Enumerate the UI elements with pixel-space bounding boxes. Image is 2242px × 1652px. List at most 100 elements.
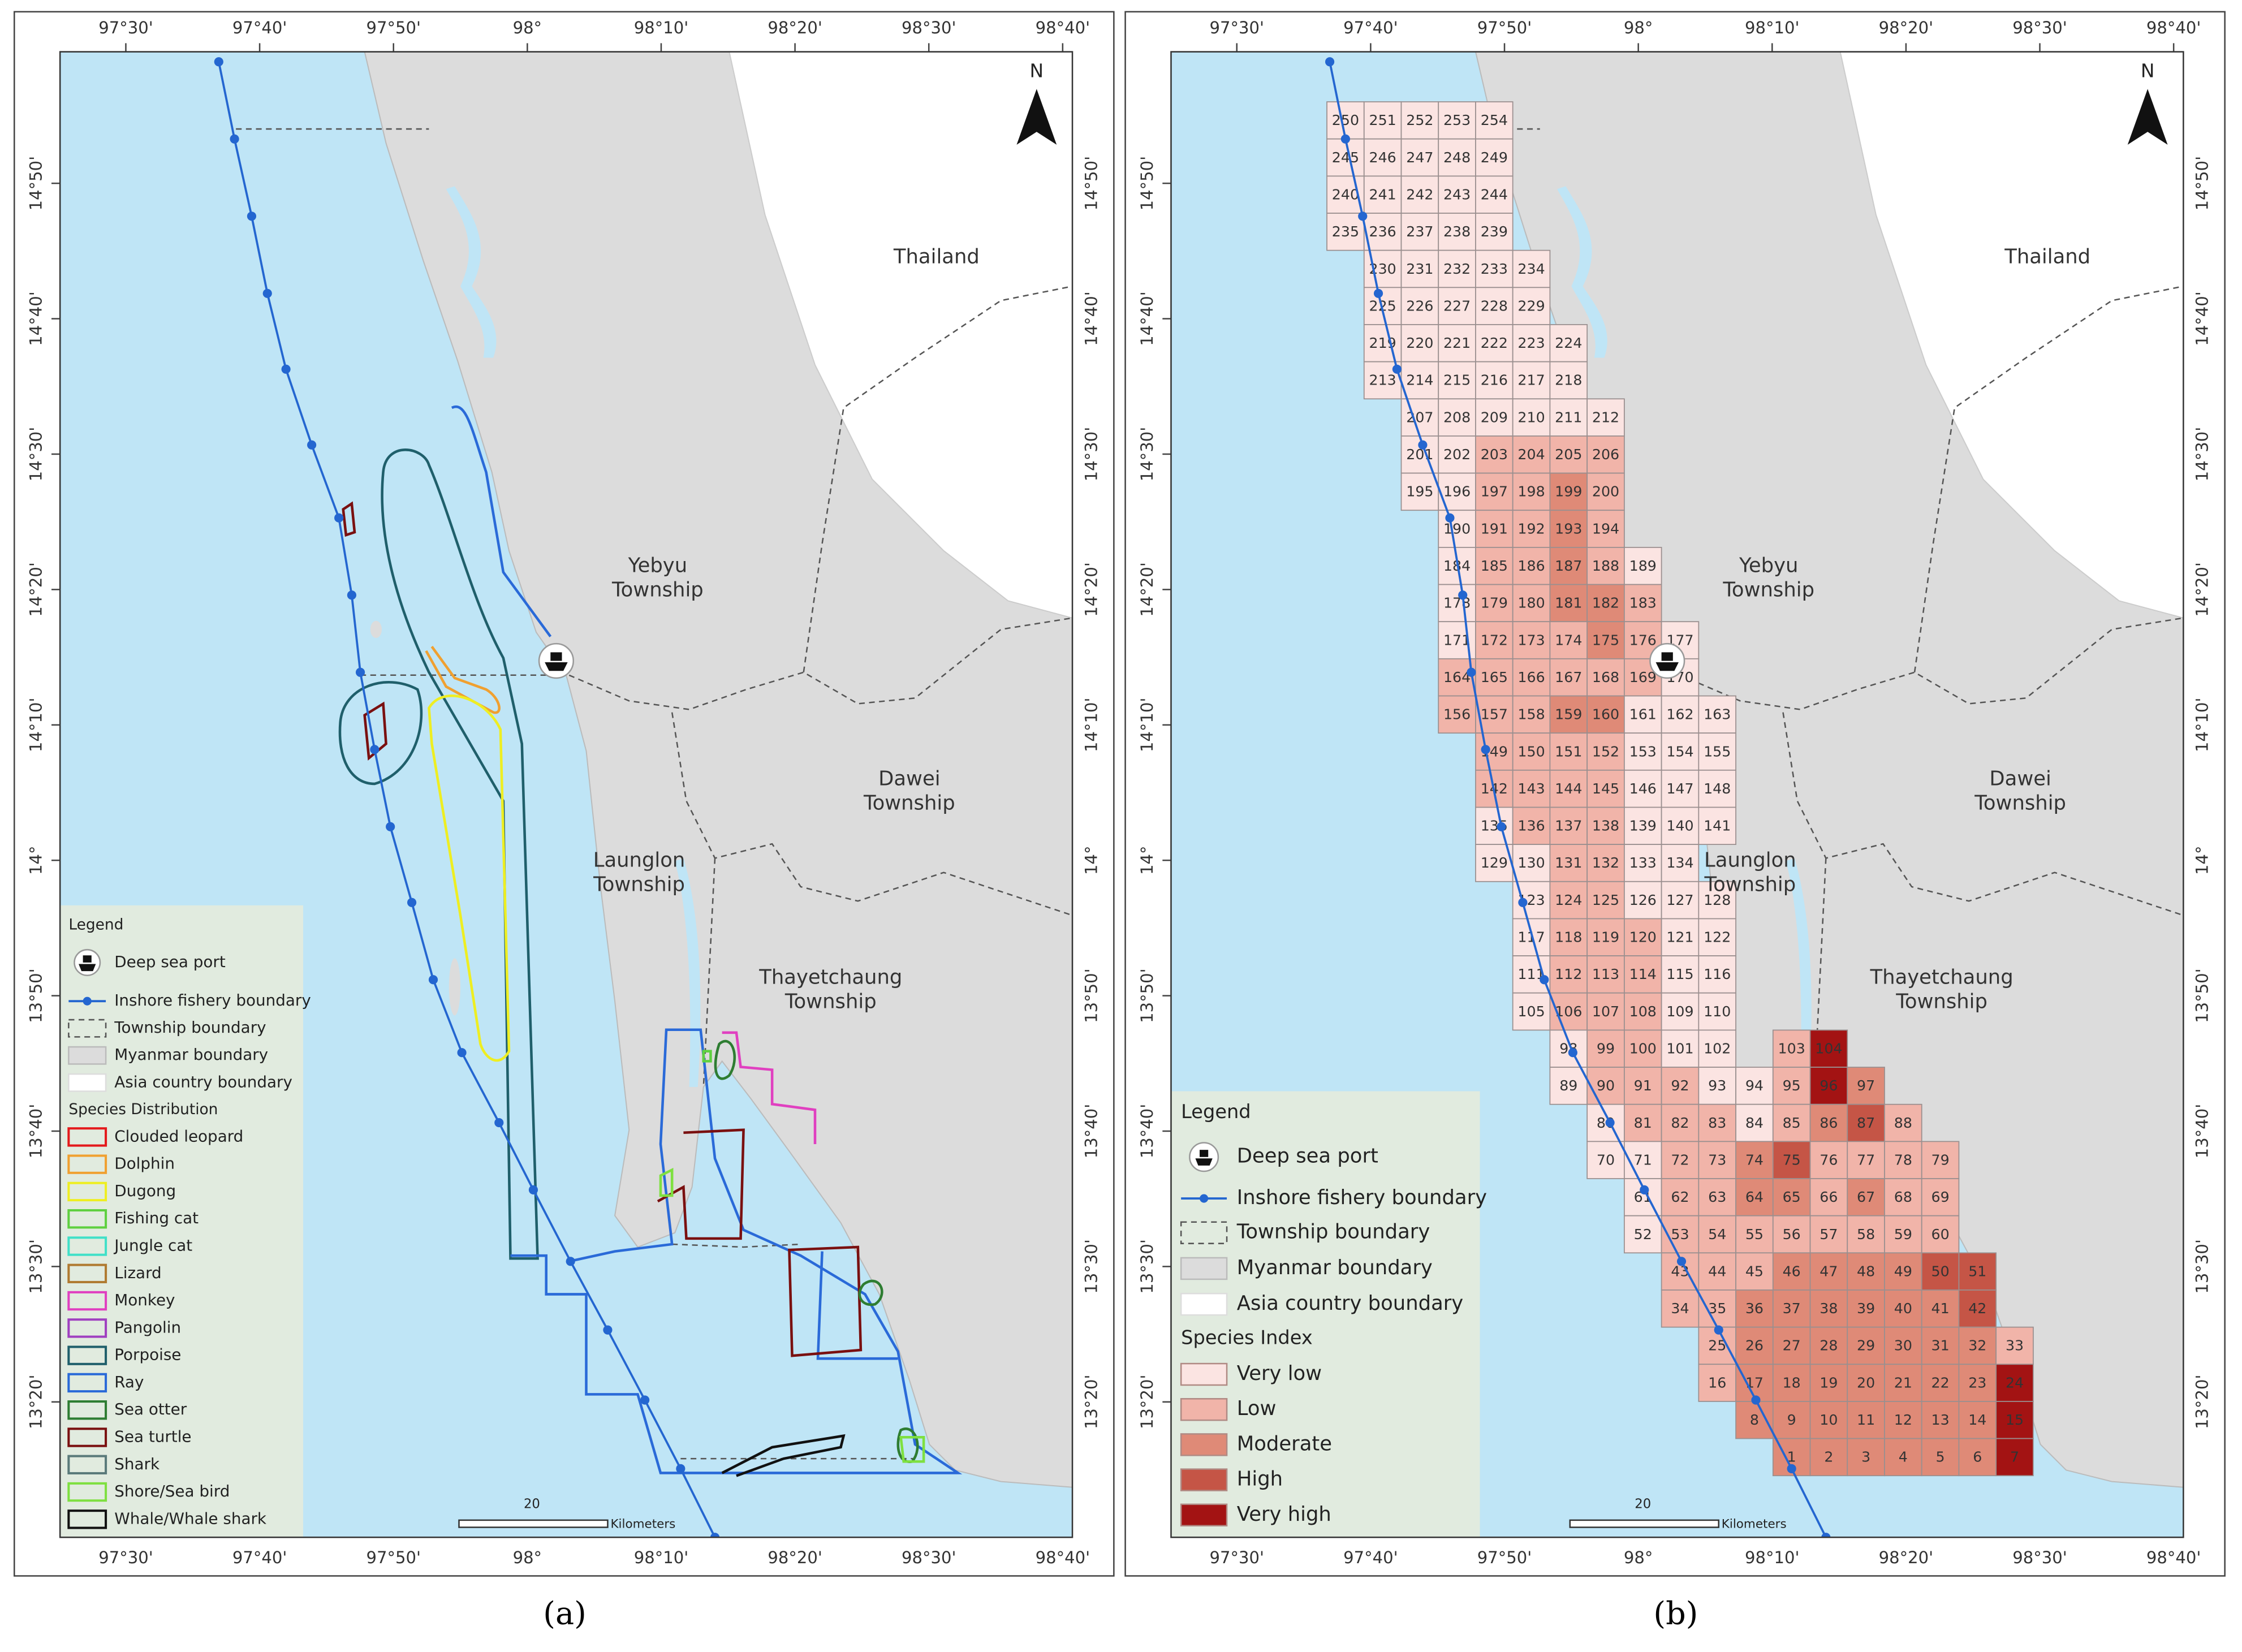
cell-label: 246: [1369, 149, 1396, 166]
grid-cell: [1921, 1141, 1960, 1179]
lon-label: 97°40': [1343, 18, 1398, 37]
cell-label: 193: [1555, 520, 1582, 537]
lon-label: 97°30': [1210, 1548, 1264, 1567]
lat-label: 14°20': [1081, 562, 1101, 616]
grid-cell: [1438, 287, 1476, 325]
scale-label: 20: [1635, 1497, 1651, 1512]
grid-cell: [1995, 1401, 2034, 1439]
cell-label: 134: [1666, 855, 1693, 871]
cell-label: 103: [1778, 1041, 1805, 1057]
grid-cell: [1847, 1141, 1885, 1179]
cell-label: 87: [1857, 1115, 1875, 1131]
lat-label: 13°20': [1137, 1375, 1157, 1429]
fishery-point: [407, 898, 417, 907]
grid-cell: [1586, 658, 1625, 697]
fishery-point: [1392, 364, 1402, 374]
cell-label: 91: [1634, 1077, 1652, 1094]
fishery-point: [1325, 57, 1335, 67]
fishery-point: [262, 288, 272, 298]
grid-cell: [1586, 435, 1625, 474]
cell-label: 92: [1671, 1077, 1689, 1094]
legend-item: Asia country boundary: [1237, 1292, 1463, 1315]
grid-cell: [1400, 398, 1439, 437]
lat-label: 13°30': [1137, 1239, 1157, 1293]
grid-cell: [1400, 213, 1439, 251]
grid-cell: [1921, 1289, 1960, 1328]
cell-label: 5: [1936, 1449, 1945, 1465]
lat-label: 14°10': [1081, 698, 1101, 752]
grid-cell: [1475, 361, 1514, 400]
cell-label: 130: [1517, 855, 1545, 871]
lon-label: 98°30': [2012, 18, 2067, 37]
lat-label: 13°50': [1137, 968, 1157, 1023]
fishery-point: [1676, 1257, 1687, 1266]
cell-label: 97: [1857, 1077, 1875, 1094]
township-boundary: [803, 285, 1073, 672]
grid-cell: [1549, 806, 1588, 845]
cell-label: 229: [1517, 297, 1545, 314]
grid-cell: [1809, 1178, 1848, 1217]
legend-swatch: [67, 1455, 107, 1474]
cell-label: 114: [1629, 966, 1657, 982]
cell-label: 69: [1931, 1189, 1950, 1205]
grid-cell: [1326, 101, 1365, 140]
township-boundary: [1913, 285, 2184, 672]
lat-label: 14°: [27, 846, 46, 875]
grid-cell: [1475, 175, 1514, 214]
cell-label: 174: [1555, 632, 1582, 648]
cell-label: 96: [1820, 1077, 1838, 1094]
cell-label: 254: [1481, 112, 1508, 128]
cell-label: 228: [1481, 297, 1508, 314]
cell-label: 119: [1592, 929, 1619, 946]
cell-label: 37: [1783, 1300, 1801, 1317]
cell-label: 233: [1481, 261, 1508, 277]
lon-label: 98°20': [1879, 18, 1933, 37]
cell-label: 54: [1708, 1226, 1726, 1243]
place-label: Launglon: [593, 848, 685, 872]
cell-label: 2: [1824, 1449, 1833, 1465]
cell-label: 94: [1745, 1077, 1764, 1094]
legend-swatch: [67, 1291, 107, 1311]
cell-label: 50: [1931, 1263, 1950, 1279]
cell-label: 190: [1443, 520, 1471, 537]
cell-label: 187: [1555, 558, 1582, 574]
cell-label: 113: [1592, 966, 1619, 982]
lat-label: 13°30': [27, 1239, 46, 1293]
cell-label: 239: [1481, 223, 1508, 240]
legend-swatch: [67, 1236, 107, 1256]
legend-swatch: [67, 1509, 107, 1529]
grid-cell: [1735, 1215, 1774, 1254]
legend-swatch: [67, 1373, 107, 1393]
place-label: Yebyu: [1739, 554, 1798, 577]
fishery-point: [428, 975, 438, 985]
grid-cell: [1698, 1029, 1736, 1068]
legend-item: High: [1237, 1468, 1283, 1491]
cell-label: 247: [1406, 149, 1433, 166]
lat-label: 14°50': [1137, 156, 1157, 210]
grid-cell: [1661, 992, 1700, 1031]
grid-cell: [1921, 1178, 1960, 1217]
cell-label: 132: [1592, 855, 1619, 871]
legend-ship: [79, 955, 96, 972]
fishery-point: [355, 667, 365, 677]
legend-fishery-dot: [1200, 1194, 1209, 1203]
cell-label: 150: [1517, 743, 1545, 760]
grid-cell: [1623, 732, 1662, 771]
grid-cell: [1698, 1103, 1736, 1142]
fishery-point: [1640, 1185, 1649, 1194]
cell-label: 208: [1443, 409, 1471, 425]
fishery-point: [1540, 975, 1549, 985]
grid-cell: [1326, 213, 1365, 251]
grid-cell: [1475, 138, 1514, 177]
grid-cell: [1958, 1326, 1997, 1365]
cell-label: 189: [1629, 558, 1657, 574]
grid-cell: [1512, 584, 1551, 623]
legend-swatch: [1180, 1257, 1228, 1280]
legend-box: [60, 905, 303, 1538]
fishery-point: [1467, 667, 1476, 677]
cell-label: 15: [2006, 1412, 2024, 1428]
grid-cell: [1400, 361, 1439, 400]
lon-label: 97°40': [1343, 1548, 1398, 1567]
cell-label: 242: [1406, 186, 1433, 202]
lon-label: 98°40': [1036, 18, 1090, 37]
